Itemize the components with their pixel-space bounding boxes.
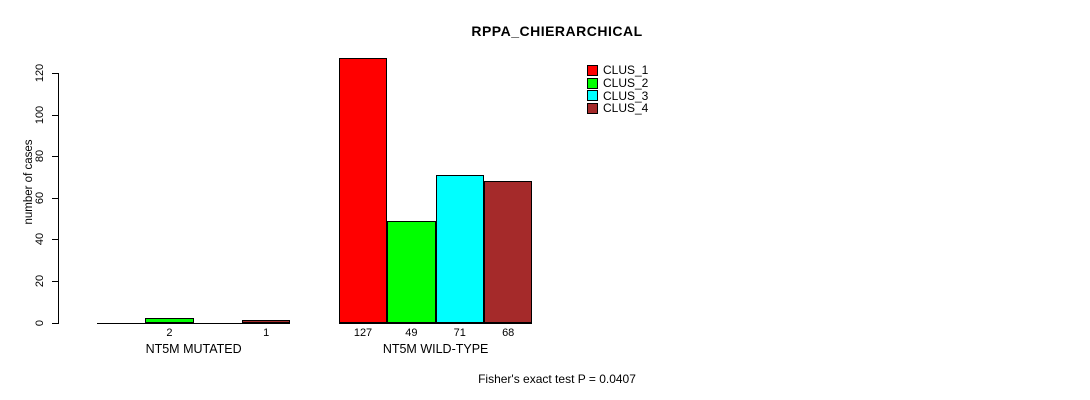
legend-label: CLUS_3 [603, 88, 649, 103]
bar-value-label: 71 [453, 327, 466, 339]
legend: CLUS_1 CLUS_2 CLUS_3 CLUS_4 [587, 64, 648, 115]
legend-item-clus_4: CLUS_4 [587, 102, 648, 115]
y-tick-label: 100 [34, 105, 46, 124]
legend-swatch [587, 102, 598, 114]
y-tick-label: 40 [34, 233, 46, 246]
y-tick [52, 73, 59, 74]
legend-item-clus_1: CLUS_1 [587, 64, 648, 77]
bar-clus_4 [484, 181, 533, 324]
y-tick-label: 60 [34, 191, 46, 204]
x-category-label: NT5M WILD-TYPE [382, 342, 489, 356]
x-category-label: NT5M MUTATED [145, 342, 242, 356]
bar-clus_2 [387, 220, 436, 324]
fisher-test-annotation: Fisher's exact test P = 0.0407 [478, 372, 636, 386]
legend-label: CLUS_4 [603, 101, 649, 116]
group-baseline [96, 322, 291, 324]
y-tick [52, 280, 59, 282]
bar-value-label: 68 [502, 327, 515, 339]
legend-item-clus_3: CLUS_3 [587, 89, 648, 102]
legend-swatch [587, 77, 598, 89]
legend-label: CLUS_1 [603, 63, 649, 78]
legend-swatch [587, 90, 598, 102]
y-tick-label: 80 [34, 150, 46, 163]
y-tick-label: 120 [34, 63, 46, 83]
bar-value-label: 127 [353, 327, 373, 339]
y-tick-label: 20 [34, 274, 46, 288]
bar-clus_1 [338, 58, 388, 324]
y-tick [52, 156, 59, 158]
bar-clus_3 [435, 174, 484, 324]
legend-swatch [587, 64, 598, 76]
bar-value-label: 49 [405, 327, 418, 339]
chart-title: RPPA_CHIERARCHICAL [471, 23, 643, 39]
bar-clus_4 [242, 320, 291, 324]
y-tick-label: 0 [34, 319, 46, 326]
legend-label: CLUS_2 [603, 76, 649, 91]
legend-item-clus_2: CLUS_2 [587, 77, 648, 90]
y-tick [52, 197, 59, 199]
y-tick [52, 114, 59, 116]
bar-clus_2 [145, 318, 194, 324]
y-tick [52, 322, 59, 324]
bar-value-label: 2 [166, 327, 173, 339]
bar-value-label: 1 [263, 327, 270, 339]
y-tick [52, 239, 59, 241]
